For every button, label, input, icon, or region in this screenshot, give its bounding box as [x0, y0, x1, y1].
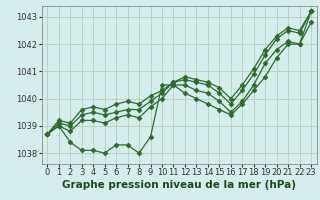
X-axis label: Graphe pression niveau de la mer (hPa): Graphe pression niveau de la mer (hPa) [62, 180, 296, 190]
